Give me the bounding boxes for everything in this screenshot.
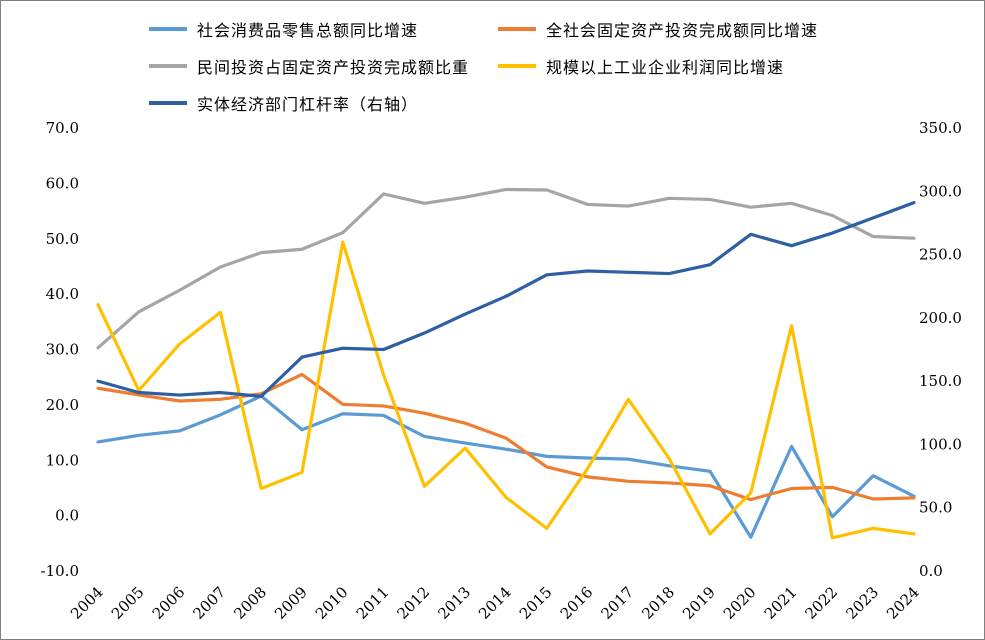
x-axis-tick-label: 2005: [108, 583, 148, 623]
left-axis-tick-label: 50.0: [46, 230, 79, 248]
left-axis-tick-label: 0.0: [55, 507, 79, 525]
x-axis-tick-label: 2022: [801, 583, 841, 623]
x-axis-tick-label: 2023: [842, 583, 882, 623]
left-axis-tick-label: 30.0: [46, 341, 79, 359]
legend-label: 社会消费品零售总额同比增速: [197, 21, 419, 40]
legend-row: 民间投资占固定资产投资完成额比重 规模以上工业企业利润同比增速: [149, 54, 847, 78]
left-axis-tick-label: 40.0: [46, 285, 79, 303]
x-axis-tick-label: 2021: [761, 583, 801, 623]
series-line-2: [96, 187, 916, 350]
x-axis-tick-label: 2024: [883, 583, 923, 623]
legend-item-industrial-profit: 规模以上工业企业利润同比增速: [498, 54, 847, 78]
left-axis-tick-label: 10.0: [46, 451, 79, 469]
right-axis-tick-label: 0.0: [919, 562, 943, 580]
legend-item-fixed-asset-investment: 全社会固定资产投资完成额同比增速: [498, 17, 847, 41]
right-axis-tick-label: 300.0: [919, 182, 962, 200]
x-axis-tick-label: 2010: [312, 583, 352, 623]
x-axis-tick-label: 2014: [475, 583, 515, 623]
right-axis-tick-label: 100.0: [919, 435, 962, 453]
x-axis-tick-label: 2009: [271, 583, 311, 623]
legend-line-swatch: [149, 64, 187, 68]
chart-legend: 社会消费品零售总额同比增速 全社会固定资产投资完成额同比增速 民间投资占固定资产…: [149, 17, 847, 115]
x-axis-tick-label: 2008: [230, 583, 270, 623]
x-axis-tick-label: 2004: [67, 583, 107, 623]
left-axis-tick-label: 60.0: [46, 174, 79, 192]
right-axis-tick-label: 200.0: [919, 309, 962, 327]
right-axis-tick-label: 250.0: [919, 246, 962, 264]
legend-row: 实体经济部门杠杆率（右轴）: [149, 91, 847, 115]
x-axis-tick-label: 2006: [149, 583, 189, 623]
legend-line-swatch: [498, 27, 536, 31]
left-axis-tick-label: 20.0: [46, 396, 79, 414]
legend-line-swatch: [149, 27, 187, 31]
x-axis-tick-label: 2018: [638, 583, 678, 623]
legend-label: 规模以上工业企业利润同比增速: [546, 58, 785, 77]
legend-item-retail-sales: 社会消费品零售总额同比增速: [149, 17, 498, 41]
right-axis-tick-label: 150.0: [919, 372, 962, 390]
x-axis-tick-label: 2015: [516, 583, 556, 623]
legend-label: 实体经济部门杠杆率（右轴）: [197, 95, 419, 114]
legend-item-private-investment-share: 民间投资占固定资产投资完成额比重: [149, 54, 498, 78]
legend-line-swatch: [498, 64, 536, 68]
right-axis-tick-label: 50.0: [919, 499, 952, 517]
series-line-3: [96, 240, 916, 540]
x-axis-tick-label: 2011: [353, 583, 393, 623]
legend-line-swatch: [149, 101, 187, 105]
left-axis-tick-label: -10.0: [41, 562, 79, 580]
legend-row: 社会消费品零售总额同比增速 全社会固定资产投资完成额同比增速: [149, 17, 847, 41]
x-axis-tick-label: 2019: [679, 583, 719, 623]
right-axis-tick-label: 350.0: [919, 119, 962, 137]
legend-label: 全社会固定资产投资完成额同比增速: [546, 21, 819, 40]
x-axis-tick-label: 2016: [557, 583, 597, 623]
series-line-4: [96, 201, 916, 398]
legend-label: 民间投资占固定资产投资完成额比重: [197, 58, 470, 77]
x-axis-tick-label: 2007: [189, 583, 229, 623]
x-axis-tick-label: 2012: [393, 583, 433, 623]
series-line-1: [96, 372, 916, 502]
x-axis-tick-label: 2013: [434, 583, 474, 623]
left-axis-tick-label: 70.0: [46, 119, 79, 137]
legend-item-leverage-ratio: 实体经济部门杠杆率（右轴）: [149, 91, 418, 115]
x-axis-tick-label: 2020: [720, 583, 760, 623]
x-axis-tick-label: 2017: [597, 583, 637, 623]
series-line-0: [96, 394, 916, 539]
